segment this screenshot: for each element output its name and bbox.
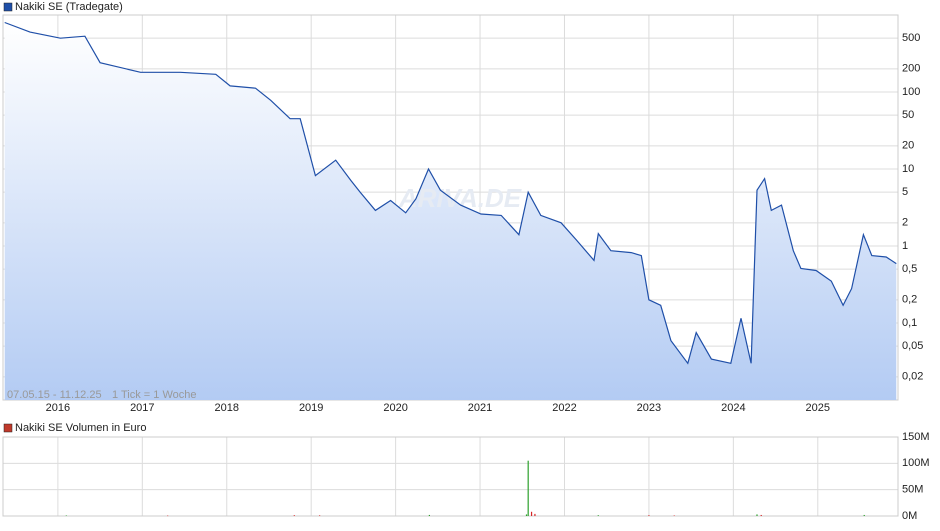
x-tick-label: 2024: [721, 402, 745, 414]
y-tick-label: 100: [902, 86, 920, 98]
y-tick-label: 20: [902, 140, 914, 152]
volume-bar: [673, 515, 675, 516]
y-tick-label: 0M: [902, 510, 917, 522]
volume-bar: [527, 460, 529, 516]
y-tick-label: 0,1: [902, 317, 917, 329]
legend-label: Nakiki SE (Tradegate): [15, 1, 123, 13]
legend-label: Nakiki SE Volumen in Euro: [15, 422, 146, 434]
volume-bar: [530, 511, 533, 516]
volume-bar: [648, 515, 650, 516]
volume-bar: [167, 515, 169, 517]
volume-bar: [65, 515, 67, 516]
area-fill: [4, 22, 897, 400]
x-tick-label: 2023: [637, 402, 661, 414]
y-tick-label: 0,2: [902, 294, 917, 306]
x-tick-label: 2020: [383, 402, 407, 414]
y-tick-label: 0,02: [902, 371, 923, 383]
tick-note: 1 Tick = 1 Woche: [112, 389, 196, 401]
y-tick-label: 50M: [902, 484, 923, 496]
price-line: [4, 21, 897, 365]
watermark: ARIVA.DE: [398, 183, 522, 213]
x-tick-label: 2016: [46, 402, 70, 414]
date-range: 07.05.15 - 11.12.25: [7, 389, 102, 401]
y-tick-label: 2: [902, 217, 908, 229]
y-tick-label: 100M: [902, 457, 930, 469]
volume-bar: [863, 514, 865, 516]
y-tick-label: 200: [902, 63, 920, 75]
volume-frame: [2, 436, 899, 517]
x-tick-label: 2025: [806, 402, 830, 414]
x-tick-label: 2022: [552, 402, 576, 414]
y-tick-label: 1: [902, 240, 908, 252]
x-tick-label: 2018: [215, 402, 239, 414]
y-tick-label: 10: [902, 163, 914, 175]
volume-bar: [756, 514, 758, 516]
volume-bar: [428, 514, 430, 516]
y-tick-label: 150M: [902, 431, 930, 443]
volume-bar: [760, 514, 762, 516]
x-tick-label: 2021: [468, 402, 492, 414]
volume-bar: [525, 514, 528, 516]
y-tick-label: 0,5: [902, 263, 917, 275]
y-tick-label: 50: [902, 109, 914, 121]
x-tick-label: 2017: [130, 402, 154, 414]
legend-swatch: [3, 2, 13, 12]
volume-bar: [534, 513, 536, 516]
legend-swatch: [3, 423, 13, 433]
volume-bar: [319, 515, 321, 516]
y-tick-label: 0,05: [902, 340, 923, 352]
y-tick-label: 5: [902, 186, 908, 198]
y-tick-label: 500: [902, 32, 920, 44]
volume-bar: [293, 515, 295, 516]
x-tick-label: 2019: [299, 402, 323, 414]
volume-bar: [597, 515, 599, 516]
